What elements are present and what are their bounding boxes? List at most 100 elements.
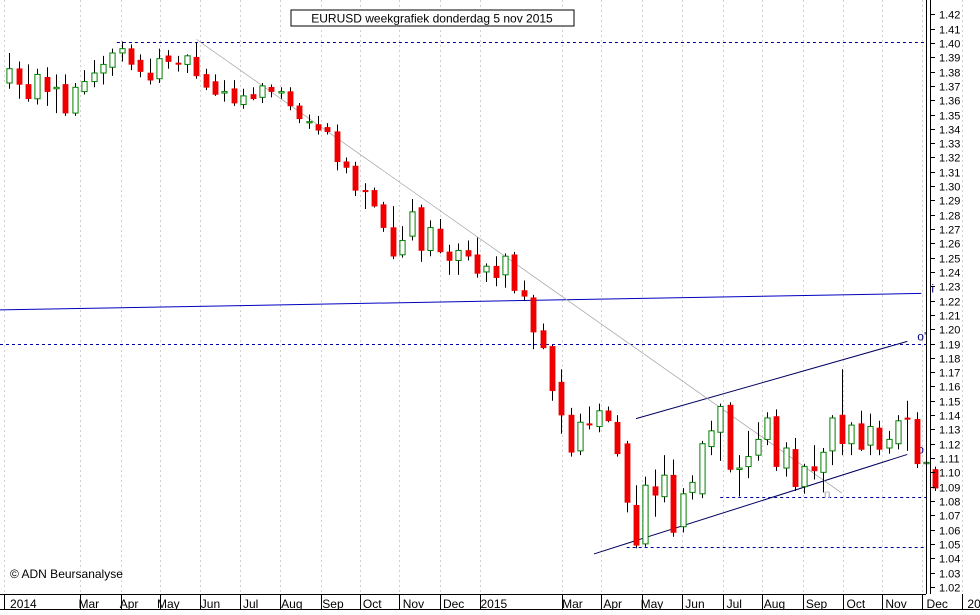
x-tick-label-7: Sep <box>322 597 344 610</box>
candle-body-17 <box>166 56 171 62</box>
candle-body-30 <box>288 92 293 106</box>
x-tick-label-20: Nov <box>885 597 906 610</box>
y-tick-label-38: 1.04 <box>939 554 960 566</box>
candle-body-40 <box>381 205 386 228</box>
candle-body-31 <box>297 106 302 119</box>
candle-body-38 <box>363 190 368 191</box>
candle-body-59 <box>559 382 564 415</box>
candle-body-24 <box>232 89 237 103</box>
candle-body-75 <box>709 431 714 447</box>
candle-body-35 <box>335 132 340 162</box>
candle-body-67 <box>634 505 639 545</box>
y-tick-label-40: 1.02 <box>939 583 960 595</box>
y-tick-label-29: 1.13 <box>939 425 960 437</box>
candle-body-74 <box>700 444 705 494</box>
y-tick-label-4: 1.38 <box>939 68 960 80</box>
candle-body-80 <box>756 439 761 455</box>
y-tick-label-15: 1.27 <box>939 225 960 237</box>
candle-body-94 <box>887 439 892 448</box>
candle-body-69 <box>653 487 658 496</box>
candle-body-47 <box>447 252 452 261</box>
candle-body-82 <box>774 417 779 467</box>
x-tick-label-13: Apr <box>603 597 622 610</box>
candle-body-62 <box>587 424 592 425</box>
y-tick-label-25: 1.17 <box>939 368 960 380</box>
candle-body-21 <box>204 74 209 87</box>
x-tick-label-0: 2014 <box>10 597 37 610</box>
trendline-label-2: o' <box>917 329 926 343</box>
y-tick-label-16: 1.26 <box>939 239 960 251</box>
y-tick-label-21: 1.21 <box>939 311 960 323</box>
candle-body-83 <box>784 448 789 468</box>
candle-body-72 <box>681 494 686 527</box>
y-tick-label-18: 1.24 <box>939 268 960 280</box>
y-tick-label-2: 1.40 <box>939 39 960 51</box>
candle-body-92 <box>868 427 873 446</box>
y-tick-label-19: 1.23 <box>939 282 960 294</box>
candle-body-14 <box>138 60 143 71</box>
candle-body-60 <box>569 415 574 452</box>
y-tick-label-17: 1.25 <box>939 254 960 266</box>
candle-body-37 <box>353 166 358 190</box>
copyright-label: © ADN Beursanalyse <box>10 567 123 581</box>
candle-body-33 <box>316 125 321 131</box>
x-tick-label-9: Nov <box>403 597 424 610</box>
candle-body-50 <box>475 255 480 274</box>
y-tick-label-27: 1.15 <box>939 397 960 409</box>
candle-body-22 <box>213 82 218 95</box>
y-tick-label-31: 1.11 <box>939 454 960 466</box>
y-tick-label-33: 1.09 <box>939 483 960 495</box>
candle-body-97 <box>915 419 920 463</box>
candle-body-18 <box>176 63 181 64</box>
candle-body-39 <box>372 190 377 206</box>
candle-body-61 <box>578 422 583 451</box>
candle-body-51 <box>484 266 489 272</box>
candle-body-34 <box>325 127 330 131</box>
candle-body-55 <box>522 291 527 297</box>
candle-body-65 <box>615 422 620 453</box>
candle-body-11 <box>110 53 115 67</box>
y-tick-label-24: 1.18 <box>939 354 960 366</box>
candle-body-64 <box>606 411 611 421</box>
y-tick-label-10: 1.32 <box>939 153 960 165</box>
candle-body-90 <box>849 425 854 444</box>
y-tick-label-9: 1.33 <box>939 139 960 151</box>
candle-body-57 <box>541 331 546 348</box>
candle-body-56 <box>531 298 536 332</box>
candle-body-46 <box>438 229 443 252</box>
candle-body-79 <box>746 457 751 467</box>
x-tick-label-5: Jul <box>243 597 258 610</box>
x-tick-label-1: Mar <box>79 597 100 610</box>
candle-body-28 <box>269 87 274 91</box>
candle-body-77 <box>728 405 733 469</box>
candle-body-66 <box>625 444 630 503</box>
x-tick-label-4: Jun <box>201 597 220 610</box>
candle-body-27 <box>260 86 265 97</box>
x-tick-label-12: Mar <box>562 597 583 610</box>
x-tick-label-22: 201 <box>967 597 980 610</box>
candle-body-87 <box>821 452 826 472</box>
candle-body-53 <box>503 256 508 275</box>
candle-body-1 <box>17 69 22 85</box>
x-tick-label-21: Dec <box>927 597 948 610</box>
y-tick-label-30: 1.12 <box>939 440 960 452</box>
x-tick-label-10: Dec <box>443 597 464 610</box>
y-tick-label-0: 1.42 <box>939 10 960 22</box>
candle-body-96 <box>905 418 910 419</box>
y-tick-label-14: 1.28 <box>939 211 960 223</box>
candle-body-42 <box>400 240 405 254</box>
candle-body-52 <box>494 266 499 277</box>
candle-body-13 <box>129 49 134 65</box>
y-tick-label-37: 1.05 <box>939 540 960 552</box>
candle-body-29 <box>279 92 284 93</box>
y-tick-label-35: 1.07 <box>939 511 960 523</box>
x-tick-label-14: May <box>641 597 664 610</box>
candle-body-25 <box>241 96 246 105</box>
y-tick-label-28: 1.14 <box>939 411 960 423</box>
y-tick-label-3: 1.39 <box>939 53 960 65</box>
candle-body-2 <box>26 84 31 98</box>
y-tick-label-32: 1.10 <box>939 468 960 480</box>
x-tick-label-18: Sep <box>806 597 828 610</box>
candle-body-32 <box>307 122 312 123</box>
